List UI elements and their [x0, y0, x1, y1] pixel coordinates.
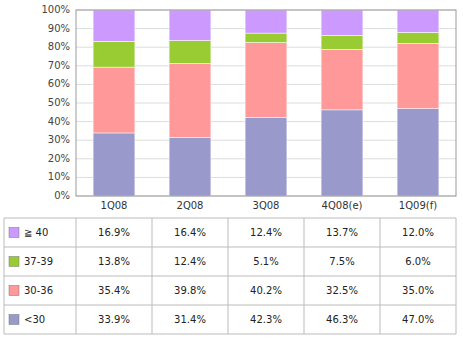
y-tick-label: 0% — [54, 190, 70, 201]
table-rule — [152, 218, 153, 334]
y-tick-label: 90% — [48, 23, 70, 34]
bar-segment — [93, 133, 135, 196]
table-cell: 12.0% — [402, 227, 434, 238]
legend-label: 37-39 — [24, 256, 53, 267]
table-rule — [76, 218, 77, 334]
table-cell: 13.7% — [326, 227, 358, 238]
bar-segment — [169, 10, 211, 41]
y-tick-label: 80% — [48, 41, 70, 52]
y-tick-label: 70% — [48, 60, 70, 71]
legend-label: ≧ 40 — [24, 227, 48, 238]
x-tick-label: 2Q08 — [177, 200, 204, 211]
bar-segment — [245, 10, 287, 33]
table-cell: 35.0% — [402, 285, 434, 296]
table-rule — [4, 218, 5, 334]
y-tick-label: 40% — [48, 116, 70, 127]
table-cell: 31.4% — [174, 314, 206, 325]
table-rule — [304, 218, 305, 334]
bar-segment — [397, 10, 439, 32]
bar-segment — [169, 138, 211, 196]
plot-frame — [76, 10, 456, 196]
table-cell: 12.4% — [250, 227, 282, 238]
table-rule — [4, 247, 456, 248]
legend-swatch — [9, 315, 19, 325]
table-cell: 47.0% — [402, 314, 434, 325]
legend-swatch — [9, 228, 19, 238]
table-cell: 42.3% — [250, 314, 282, 325]
bar-segment — [93, 41, 135, 67]
table-cell: 16.4% — [174, 227, 206, 238]
table-rule — [4, 218, 456, 219]
y-tick-label: 30% — [48, 134, 70, 145]
table-cell: 46.3% — [326, 314, 358, 325]
bar-segment — [169, 41, 211, 64]
bar-segment — [245, 43, 287, 118]
bar-segment — [397, 32, 439, 43]
table-rule — [4, 276, 456, 277]
legend-swatch — [9, 257, 19, 267]
x-tick-label: 4Q08(e) — [322, 200, 363, 211]
y-tick-label: 10% — [48, 171, 70, 182]
table-rule — [228, 218, 229, 334]
bar-segment — [397, 109, 439, 196]
legend-label: <30 — [24, 314, 45, 325]
table-rule — [4, 334, 456, 335]
bar-segment — [93, 10, 135, 41]
bar-segment — [169, 64, 211, 138]
table-cell: 39.8% — [174, 285, 206, 296]
table-cell: 16.9% — [98, 227, 130, 238]
legend-label: 30-36 — [24, 285, 53, 296]
table-rule — [456, 218, 457, 334]
bar-segment — [321, 35, 363, 49]
bar-segment — [93, 67, 135, 133]
y-tick-label: 100% — [41, 4, 70, 15]
chart: 0% 10% 20% 30% 40% 50% 60% 70% 80% 90% 100% 1Q08 2Q0… — [0, 0, 463, 340]
x-tick-label: 1Q09(f) — [399, 200, 437, 211]
legend-swatch — [9, 286, 19, 296]
table-cell: 7.5% — [329, 256, 354, 267]
x-tick-label: 3Q08 — [253, 200, 280, 211]
bar-segment — [245, 33, 287, 42]
y-tick-label: 20% — [48, 153, 70, 164]
bar-segment — [245, 117, 287, 196]
table-cell: 12.4% — [174, 256, 206, 267]
x-tick-label: 1Q08 — [101, 200, 128, 211]
y-tick-label: 50% — [48, 97, 70, 108]
table-rule — [380, 218, 381, 334]
bar-segment — [321, 49, 363, 109]
grid — [76, 10, 456, 196]
bar-segment — [397, 43, 439, 108]
table-cell: 6.0% — [405, 256, 430, 267]
data-table: ≧ 40 16.9% 16.4% 12.4% 13.7% 12.0% 37-39 13.8% 1… — [4, 218, 456, 334]
bar-segment — [321, 10, 363, 35]
table-cell: 40.2% — [250, 285, 282, 296]
y-tick-label: 60% — [48, 78, 70, 89]
table-cell: 33.9% — [98, 314, 130, 325]
bars — [93, 10, 439, 196]
table-rule — [4, 305, 456, 306]
bar-segment — [321, 110, 363, 196]
table-cell: 35.4% — [98, 285, 130, 296]
table-cell: 5.1% — [253, 256, 278, 267]
table-cell: 32.5% — [326, 285, 358, 296]
table-cell: 13.8% — [98, 256, 130, 267]
